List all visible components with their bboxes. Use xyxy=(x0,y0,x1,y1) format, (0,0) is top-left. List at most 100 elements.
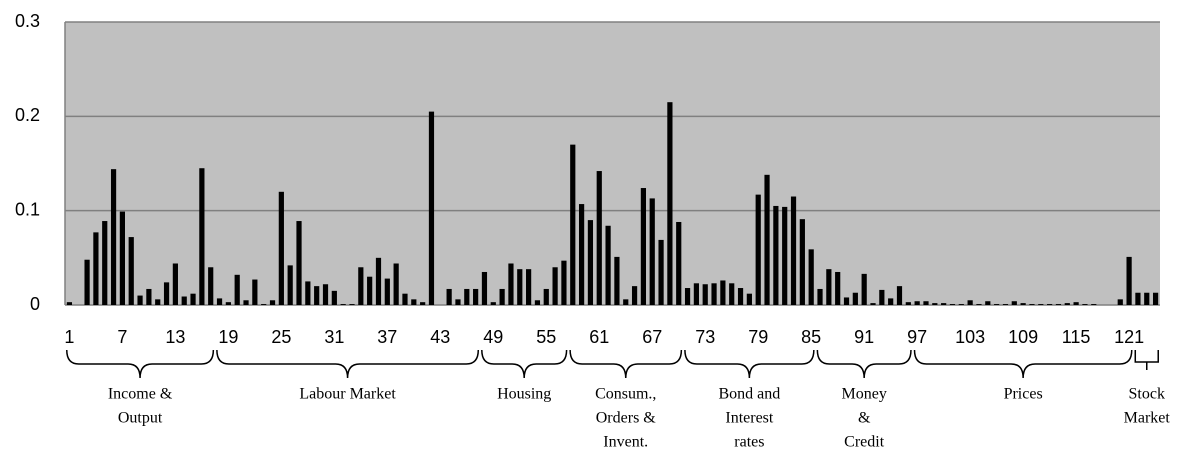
bar xyxy=(252,279,258,305)
bar xyxy=(225,302,231,305)
bar xyxy=(1117,299,1123,305)
bar xyxy=(914,301,920,305)
bar xyxy=(870,303,876,305)
bar xyxy=(852,292,858,305)
bar xyxy=(526,269,532,305)
bar xyxy=(799,219,805,305)
bar xyxy=(322,284,329,305)
bar xyxy=(411,299,417,305)
bar xyxy=(508,263,514,305)
group-bracket xyxy=(1134,350,1159,370)
bar xyxy=(596,171,602,305)
bar xyxy=(1047,304,1053,305)
x-tick-label: 37 xyxy=(377,327,397,347)
x-tick-label: 73 xyxy=(695,327,715,347)
group-brace xyxy=(66,349,215,379)
bar xyxy=(331,290,337,305)
bar xyxy=(1029,304,1035,305)
y-tick-label: 0.1 xyxy=(15,199,40,219)
bar xyxy=(402,293,408,305)
group-brace xyxy=(216,349,480,379)
x-tick-label: 103 xyxy=(955,327,985,347)
bar xyxy=(737,288,744,305)
bar xyxy=(649,198,655,305)
bar xyxy=(84,259,90,305)
x-tick-label: 49 xyxy=(483,327,503,347)
bar xyxy=(773,205,779,305)
bar xyxy=(517,269,523,305)
bar xyxy=(110,169,117,305)
bar xyxy=(1091,304,1097,305)
x-tick-label: 25 xyxy=(271,327,291,347)
group-label: Housing xyxy=(497,386,551,403)
bar xyxy=(278,191,284,305)
group-label: Orders & xyxy=(596,410,657,427)
bar xyxy=(720,280,726,305)
bar xyxy=(261,304,267,305)
x-tick-label: 43 xyxy=(430,327,450,347)
bar xyxy=(614,256,620,305)
bar xyxy=(499,288,505,305)
bar xyxy=(1126,256,1132,305)
x-tick-label: 121 xyxy=(1114,327,1144,347)
bar xyxy=(905,302,911,305)
bar xyxy=(808,249,814,305)
group-brace xyxy=(816,349,912,379)
x-tick-label: 85 xyxy=(801,327,821,347)
bar xyxy=(888,298,894,305)
x-tick-label: 31 xyxy=(324,327,344,347)
bar xyxy=(287,265,293,305)
bar xyxy=(155,299,161,305)
bar xyxy=(340,304,346,305)
x-tick-label: 91 xyxy=(854,327,874,347)
x-tick-label: 97 xyxy=(907,327,927,347)
bar xyxy=(1135,292,1141,305)
group-label: Interest xyxy=(725,410,774,427)
x-tick-label: 109 xyxy=(1008,327,1038,347)
group-label: Consum., xyxy=(595,386,656,403)
bar xyxy=(994,304,1000,305)
group-label: rates xyxy=(734,434,764,451)
group-label: Market xyxy=(1124,410,1171,427)
bar xyxy=(702,284,708,305)
bar xyxy=(367,276,373,305)
bar xyxy=(958,304,964,305)
bar xyxy=(578,204,585,305)
bar xyxy=(896,286,903,305)
bar xyxy=(667,102,673,305)
x-tick-label: 19 xyxy=(218,327,238,347)
bar xyxy=(1038,304,1044,305)
bar xyxy=(234,274,240,305)
x-tick-label: 115 xyxy=(1062,327,1091,347)
group-label: Credit xyxy=(844,434,885,451)
bar xyxy=(190,293,196,305)
bar xyxy=(199,168,205,305)
bar xyxy=(1020,303,1026,305)
bar xyxy=(534,300,541,305)
bar xyxy=(119,211,125,305)
group-label: Bond and xyxy=(718,386,780,403)
bar xyxy=(879,289,885,305)
bar xyxy=(552,267,558,305)
group-label: Money xyxy=(842,386,887,403)
bar xyxy=(861,273,867,305)
group-label: Invent. xyxy=(603,434,648,451)
bar xyxy=(243,300,249,305)
bar xyxy=(623,299,629,305)
bar xyxy=(1082,304,1088,305)
bar xyxy=(384,278,390,305)
group-label: Prices xyxy=(1004,386,1043,403)
bar xyxy=(102,221,108,305)
x-tick-label: 55 xyxy=(536,327,556,347)
bar xyxy=(835,271,841,305)
bar xyxy=(349,304,355,305)
bar xyxy=(296,221,302,305)
bar xyxy=(1002,304,1009,305)
bar xyxy=(146,288,152,305)
bar xyxy=(66,302,73,305)
group-label: & xyxy=(858,410,871,427)
x-tick-label: 79 xyxy=(748,327,768,347)
bar xyxy=(684,288,691,305)
bar xyxy=(1144,292,1150,305)
group-brace xyxy=(913,349,1133,379)
